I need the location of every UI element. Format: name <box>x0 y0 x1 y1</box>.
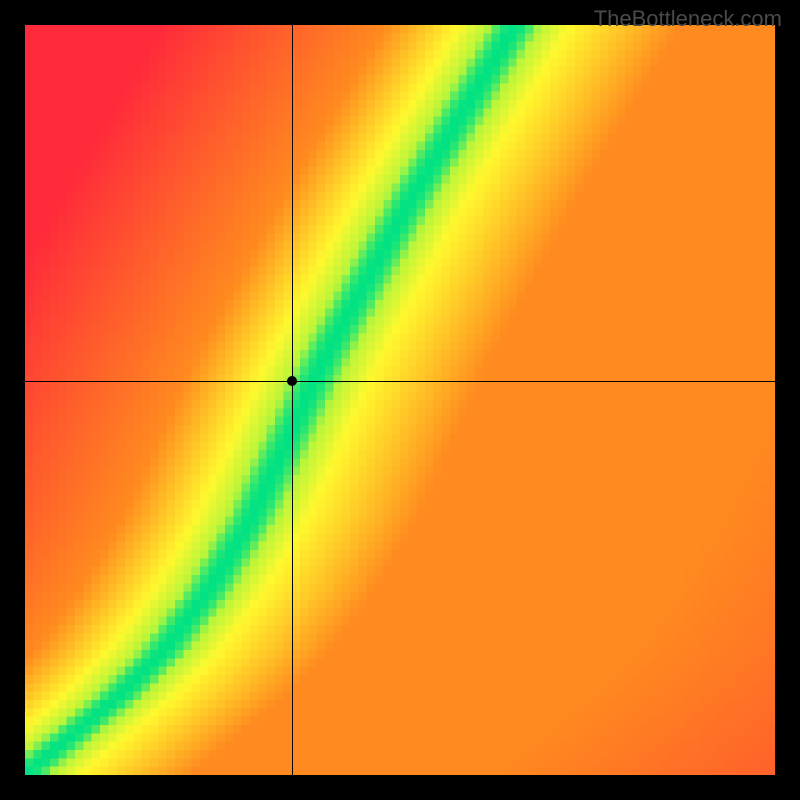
crosshair-vertical <box>292 25 293 775</box>
selection-marker-dot[interactable] <box>287 376 297 386</box>
crosshair-horizontal <box>25 381 775 382</box>
bottleneck-heatmap <box>25 25 775 775</box>
plot-area <box>25 25 775 775</box>
watermark-text: TheBottleneck.com <box>594 6 782 32</box>
